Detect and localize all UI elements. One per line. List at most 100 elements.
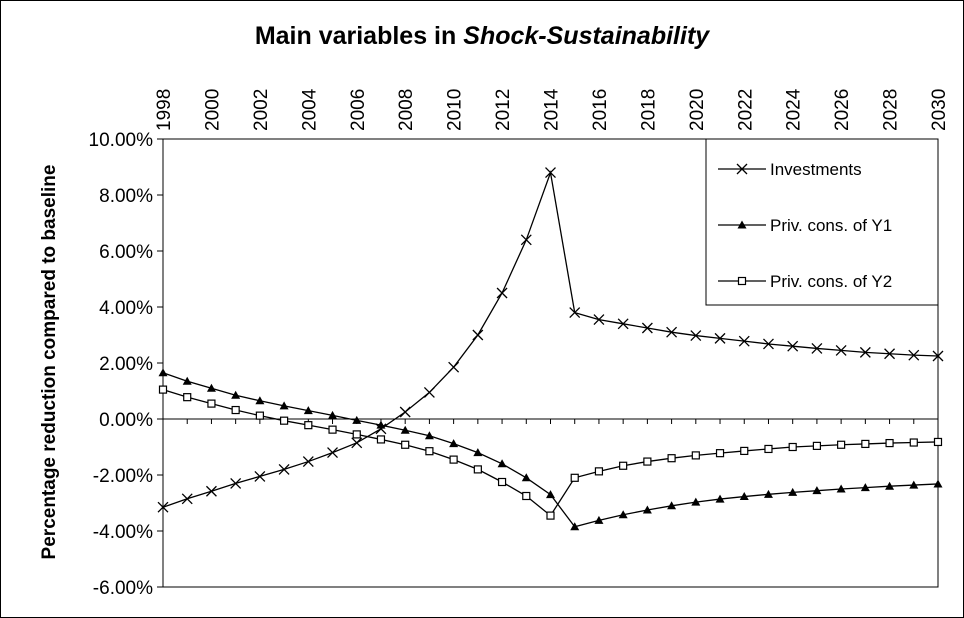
marker (448, 361, 460, 373)
x-tick-label: 2026 (832, 89, 853, 131)
marker (158, 368, 168, 377)
marker (787, 340, 799, 352)
marker (401, 440, 410, 449)
marker (449, 439, 459, 448)
marker (328, 425, 337, 434)
marker (812, 441, 822, 450)
marker (859, 346, 871, 358)
marker (496, 287, 508, 299)
x-tick-label: 2014 (542, 88, 563, 131)
chart-title: Main variables in Shock-Sustainability (255, 22, 710, 50)
marker (570, 473, 579, 482)
x-tick-label: 2000 (202, 89, 223, 131)
marker (836, 484, 846, 493)
marker (473, 448, 483, 457)
marker (400, 425, 410, 434)
x-tick-label: 2012 (493, 89, 514, 131)
marker (618, 510, 628, 519)
marker (835, 344, 847, 356)
x-tick-label: 2004 (299, 88, 320, 131)
x-tick-label: 2024 (784, 88, 805, 131)
marker (449, 455, 458, 464)
marker (909, 480, 919, 489)
marker (933, 437, 943, 447)
marker (740, 446, 749, 456)
y-tick-label: 0.00% (99, 410, 153, 431)
x-tick-label: 2016 (590, 89, 611, 131)
marker (158, 385, 168, 394)
marker (473, 465, 482, 474)
marker (546, 511, 555, 520)
marker (884, 348, 896, 360)
marker (352, 415, 362, 424)
x-tick-label: 2030 (929, 89, 950, 131)
marker (885, 438, 894, 448)
marker (545, 167, 556, 179)
marker (425, 447, 434, 456)
marker (763, 338, 774, 350)
marker (666, 326, 678, 338)
title-part: Shock-Sustainability (463, 22, 710, 50)
marker (667, 454, 676, 463)
marker (811, 342, 823, 354)
y-tick-label: -4.00% (93, 522, 153, 543)
marker (764, 444, 773, 454)
marker (424, 431, 434, 440)
marker (643, 457, 652, 466)
marker (909, 438, 918, 447)
marker (521, 473, 531, 482)
x-tick-label: 2022 (735, 89, 756, 131)
marker (714, 332, 726, 344)
marker (812, 486, 822, 495)
marker (570, 522, 580, 531)
marker (933, 479, 943, 488)
x-tick-label: 2028 (881, 89, 902, 131)
marker (205, 485, 217, 497)
marker (255, 411, 264, 420)
marker (860, 483, 870, 492)
marker (861, 439, 870, 449)
legend-label: Investments (770, 160, 862, 179)
legend-marker (737, 276, 747, 286)
marker (691, 497, 701, 506)
marker (304, 421, 313, 430)
marker (617, 318, 629, 330)
marker (255, 396, 265, 405)
marker (690, 330, 702, 342)
legend-marker (737, 220, 747, 229)
y-tick-label: 4.00% (99, 298, 153, 319)
marker (763, 489, 773, 498)
marker (738, 335, 750, 347)
marker (423, 386, 435, 398)
marker (157, 501, 169, 513)
x-tick-label: 2002 (251, 89, 272, 131)
legend-marker (736, 163, 748, 175)
marker (206, 383, 216, 392)
y-tick-label: 6.00% (99, 242, 153, 263)
marker (497, 477, 507, 487)
x-tick-label: 1998 (154, 89, 175, 131)
title-part: Main variables in (255, 22, 456, 50)
marker (837, 440, 846, 449)
marker (302, 456, 314, 468)
y-tick-label: 8.00% (99, 186, 153, 207)
marker (594, 467, 604, 476)
legend-label: Priv. cons. of Y1 (770, 216, 892, 235)
marker (230, 477, 242, 489)
marker (352, 430, 361, 439)
x-tick-label: 2020 (687, 89, 708, 131)
marker (691, 451, 700, 460)
marker (328, 410, 338, 419)
marker (546, 490, 555, 499)
x-tick-label: 2008 (396, 89, 417, 131)
marker (207, 399, 216, 408)
marker (641, 322, 653, 334)
marker (593, 314, 605, 326)
marker (739, 492, 749, 501)
marker (667, 501, 677, 510)
marker (472, 329, 484, 341)
marker (376, 420, 386, 429)
